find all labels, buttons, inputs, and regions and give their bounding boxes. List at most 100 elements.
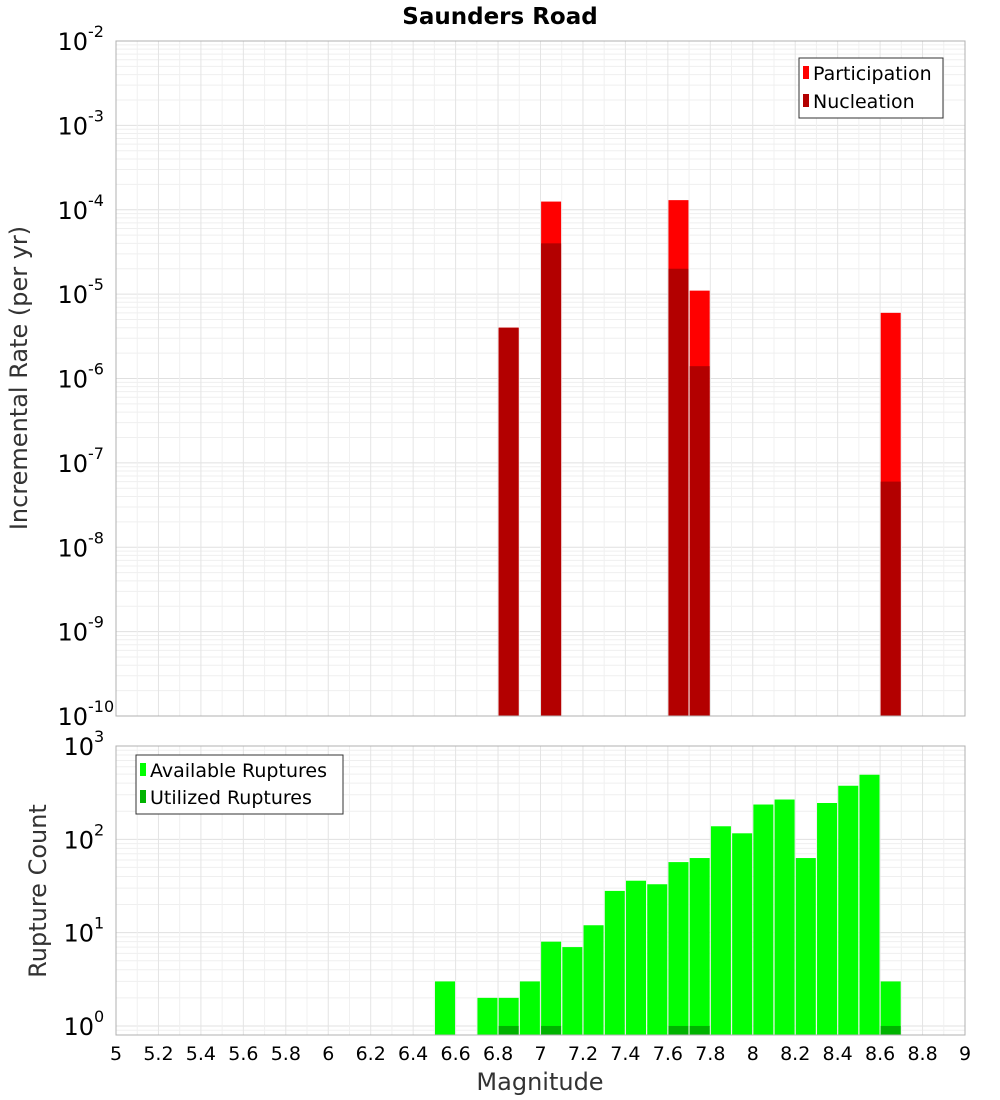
top-y-tick-exponent: -8 xyxy=(88,528,104,547)
x-tick-label: 5.2 xyxy=(143,1043,173,1065)
bottom-bar-s1 xyxy=(689,858,710,1035)
bottom-bar-s1 xyxy=(668,862,689,1035)
bottom-bar-s1 xyxy=(477,997,498,1035)
top-bar-s2 xyxy=(689,366,710,716)
x-tick-label: 7.2 xyxy=(568,1043,598,1065)
bottom-bar-s1 xyxy=(753,804,774,1035)
top-y-tick-exponent: -5 xyxy=(88,275,104,294)
top-y-tick-label: 10 xyxy=(57,112,88,140)
bottom-bar-s2 xyxy=(668,1025,689,1035)
bottom-y-tick-exponent: 2 xyxy=(94,820,104,839)
x-tick-label: 9 xyxy=(959,1043,971,1065)
x-tick-label: 5.6 xyxy=(228,1043,258,1065)
bottom-bar-s2 xyxy=(689,1025,710,1035)
bottom-bar-s2 xyxy=(880,1025,901,1035)
legend-label-available: Available Ruptures xyxy=(150,760,327,782)
x-tick-label: 6.6 xyxy=(440,1043,470,1065)
top-y-tick-label: 10 xyxy=(57,534,88,562)
top-y-tick-label: 10 xyxy=(57,619,88,647)
bottom-bar-s1 xyxy=(647,884,668,1035)
legend-label-participation: Participation xyxy=(813,63,932,85)
bottom-y-tick-exponent: 3 xyxy=(94,727,104,746)
x-tick-label: 7.6 xyxy=(653,1043,683,1065)
top-y-tick-exponent: -4 xyxy=(88,191,104,210)
top-y-tick-exponent: -2 xyxy=(88,22,104,41)
bottom-bar-s1 xyxy=(626,880,647,1035)
x-tick-label: 8.4 xyxy=(823,1043,853,1065)
chart-title: Saunders Road xyxy=(402,4,597,30)
top-y-tick-exponent: -7 xyxy=(88,444,104,463)
x-tick-labels: 5 5.2 5.4 5.6 5.8 6 6.2 6.4 6.6 6.8 7 7.2 7.4 7.6 7.8 8… xyxy=(110,1043,971,1065)
legend-swatch-utilized xyxy=(140,790,146,803)
bottom-legend-box xyxy=(135,754,344,815)
x-axis-label: Magnitude xyxy=(476,1068,603,1096)
x-tick-label: 8.6 xyxy=(865,1043,895,1065)
bottom-bar-s1 xyxy=(880,981,901,1035)
legend-swatch-available xyxy=(140,763,146,776)
x-tick-label: 6 xyxy=(322,1043,334,1065)
x-tick-label: 7.4 xyxy=(610,1043,640,1065)
top-bar-s2 xyxy=(541,243,562,717)
top-grid xyxy=(115,40,966,717)
bottom-y-tick-label: 10 xyxy=(63,826,94,854)
x-tick-label: 6.2 xyxy=(356,1043,386,1065)
bottom-bar-s1 xyxy=(710,826,731,1035)
top-y-tick-exponent: -6 xyxy=(88,360,104,379)
x-tick-label: 7.8 xyxy=(695,1043,725,1065)
bottom-bar-s1 xyxy=(859,774,880,1035)
top-plot-frame xyxy=(115,40,966,717)
top-y-tick-label: 10 xyxy=(57,281,88,309)
legend-label-utilized: Utilized Ruptures xyxy=(150,787,312,809)
top-legend-box xyxy=(798,57,944,119)
bottom-y-tick-label: 10 xyxy=(63,733,94,761)
top-y-tick-label: 10 xyxy=(57,366,88,394)
bottom-bar-s2 xyxy=(541,1025,562,1035)
bottom-bar-s1 xyxy=(583,925,604,1035)
bottom-bar-s1 xyxy=(604,890,625,1035)
bottom-y-tick-label: 10 xyxy=(63,1013,94,1041)
top-y-tick-label: 10 xyxy=(57,703,88,731)
bottom-bar-s1 xyxy=(562,947,583,1035)
x-tick-label: 8 xyxy=(747,1043,759,1065)
x-tick-label: 5.4 xyxy=(186,1043,216,1065)
x-tick-label: 7 xyxy=(534,1043,546,1065)
x-tick-label: 5 xyxy=(110,1043,122,1065)
x-tick-label: 8.8 xyxy=(907,1043,937,1065)
bottom-bar-s1 xyxy=(519,981,540,1035)
top-y-tick-label: 10 xyxy=(57,450,88,478)
x-tick-label: 6.8 xyxy=(483,1043,513,1065)
bottom-bar-s1 xyxy=(498,997,519,1035)
bottom-y-tick-exponent: 0 xyxy=(94,1007,104,1026)
x-tick-label: 5.8 xyxy=(271,1043,301,1065)
top-legend: Participation Nucleation xyxy=(798,57,944,119)
top-y-tick-exponent: -10 xyxy=(88,697,114,716)
top-bars xyxy=(498,200,901,717)
legend-swatch-nucleation xyxy=(803,94,809,107)
bottom-y-tick-label: 10 xyxy=(63,920,94,948)
top-y-tick-exponent: -3 xyxy=(88,106,104,125)
top-y-tick-exponent: -9 xyxy=(88,613,104,632)
top-bar-s2 xyxy=(498,327,519,716)
bottom-y-tick-exponent: 1 xyxy=(94,914,104,933)
bottom-bars xyxy=(434,774,901,1035)
bottom-bar-s1 xyxy=(838,785,859,1035)
bottom-bar-s1 xyxy=(795,858,816,1035)
x-tick-label: 8.2 xyxy=(780,1043,810,1065)
bottom-bar-s2 xyxy=(498,1025,519,1035)
bottom-bar-s1 xyxy=(732,833,753,1035)
bottom-legend: Available Ruptures Utilized Ruptures xyxy=(135,754,344,815)
bottom-bar-s1 xyxy=(541,941,562,1035)
bottom-bar-s1 xyxy=(774,799,795,1035)
legend-swatch-participation xyxy=(803,66,809,79)
bottom-bar-s1 xyxy=(817,803,838,1035)
bottom-bar-s1 xyxy=(434,981,455,1035)
x-tick-label: 6.4 xyxy=(398,1043,428,1065)
top-y-tick-label: 10 xyxy=(57,197,88,225)
top-bar-s2 xyxy=(880,481,901,716)
top-bar-s2 xyxy=(668,268,689,716)
legend-label-nucleation: Nucleation xyxy=(813,91,915,113)
